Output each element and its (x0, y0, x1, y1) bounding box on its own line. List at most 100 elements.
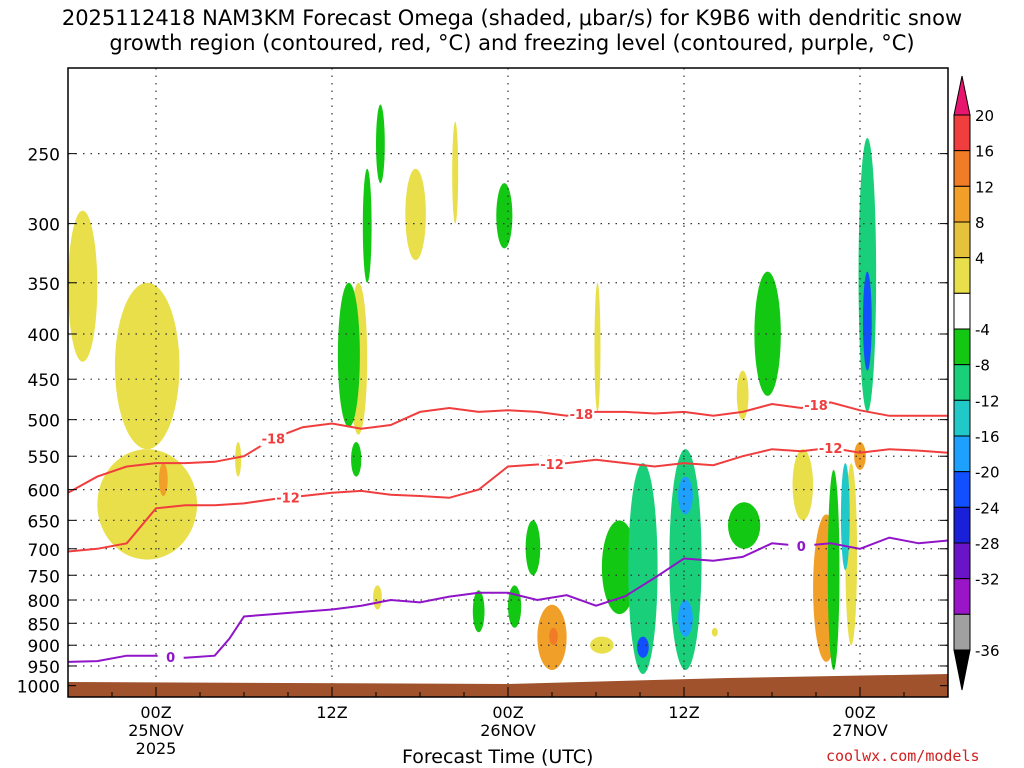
x-tick-label: 00Z (140, 703, 171, 722)
omega-cell (472, 590, 485, 633)
contour-label-bg (788, 538, 815, 555)
colorbar-segment (953, 471, 971, 508)
colorbar-label: -24 (975, 499, 1000, 517)
colorbar-segment (953, 364, 971, 401)
omega-cell (97, 449, 198, 560)
contour-label: -18 (570, 408, 594, 423)
y-tick-label: 650 (28, 512, 60, 532)
colorbar-label: -20 (975, 464, 1000, 482)
contour-label: 0 (166, 651, 175, 666)
colorbar-segment (953, 328, 971, 366)
credit-link[interactable]: coolwx.com/models (826, 747, 980, 765)
contour-label: -12 (819, 442, 843, 457)
colorbar-label: -28 (975, 535, 1000, 553)
contour-label: -18 (804, 399, 828, 414)
contour--12 (68, 446, 948, 553)
contour-label-bg (157, 648, 184, 665)
omega-shading (68, 104, 877, 674)
colorbar-segment (953, 613, 971, 651)
omega-cell (496, 183, 513, 249)
y-tick-label: 700 (28, 541, 60, 561)
omega-cell (68, 210, 98, 362)
y-tick-label: 600 (28, 482, 60, 502)
x-tick-label: 25NOV (128, 721, 184, 740)
x-tick-label: 2025 (136, 739, 177, 758)
colorbar-label: 16 (975, 143, 994, 161)
contour-label-bg (817, 439, 844, 456)
omega-cell (337, 282, 360, 428)
y-tick-label: 400 (28, 326, 60, 346)
omega-cell (792, 449, 814, 521)
pressure-axis: 2503003504004505005506006507007508008509… (17, 146, 948, 698)
x-axis-label: Forecast Time (UTC) (402, 746, 594, 768)
omega-cell (525, 520, 541, 576)
chart-title: 2025112418 NAM3KM Forecast Omega (shaded… (0, 6, 1024, 56)
colorbar-label: 4 (975, 250, 985, 268)
omega-cell (235, 442, 242, 477)
omega-cell (736, 370, 749, 420)
colorbar-label: -36 (975, 642, 1000, 660)
y-tick-label: 750 (28, 567, 60, 587)
colorbar-label: -8 (975, 357, 990, 375)
omega-cell (114, 282, 180, 450)
omega-cell (711, 627, 718, 637)
colorbar-segment (953, 221, 971, 259)
colorbar-segment (953, 114, 971, 152)
terrain-fill (68, 674, 948, 697)
omega-cell (678, 600, 693, 637)
omega-cell (601, 520, 638, 615)
omega-colorbar: 20 16 12 8 4 -4 -8 -12 -16 -20 -24 -28 -32 -36 (953, 75, 1000, 691)
omega-cell (728, 502, 761, 549)
omega-cell (840, 463, 850, 571)
x-tick-label: 00Z (844, 703, 875, 722)
colorbar-label: 20 (975, 107, 994, 125)
y-tick-label: 250 (28, 146, 60, 166)
omega-cell (628, 463, 658, 674)
omega-cell (594, 282, 601, 412)
omega-cell (351, 442, 362, 477)
omega-cell (637, 636, 649, 658)
colorbar-segment (953, 435, 971, 473)
colorbar-label: 8 (975, 214, 985, 232)
contour-label-bg (260, 430, 287, 447)
omega-cell (362, 168, 372, 283)
omega-cell (373, 585, 382, 610)
y-tick-label: 850 (28, 615, 60, 635)
colorbar-segment (953, 506, 971, 544)
colorbar-label: -16 (975, 428, 1000, 446)
omega-cell (376, 104, 385, 184)
colorbar-label: -12 (975, 392, 1000, 410)
contour-label: -18 (262, 432, 286, 447)
title-line-1: 2025112418 NAM3KM Forecast Omega (shaded… (61, 6, 963, 30)
colorbar-segment (953, 399, 971, 437)
omega-cell (862, 271, 872, 371)
contour-label: -12 (276, 492, 300, 507)
terrain-band (68, 674, 948, 697)
omega-cell (452, 121, 459, 224)
colorbar-label: 12 (975, 178, 994, 196)
colorbar-segment (953, 542, 971, 580)
colorbar-segment (953, 150, 971, 187)
omega-cell (854, 442, 866, 470)
x-tick-label: 27NOV (832, 721, 888, 740)
contour-label-bg (539, 455, 565, 472)
omega-cell (827, 469, 840, 670)
colorbar-segment (953, 292, 971, 330)
y-tick-label: 550 (28, 448, 60, 468)
x-tick-label: 00Z (492, 703, 523, 722)
y-tick-label: 800 (28, 592, 60, 612)
y-tick-label: 900 (28, 637, 60, 657)
colorbar-segment (953, 578, 971, 615)
omega-cell (158, 463, 168, 496)
colorbar-label: -32 (975, 571, 1000, 589)
y-tick-label: 950 (28, 658, 60, 678)
colorbar-bottom-arrow (953, 649, 971, 691)
contour-lines: -18 -18 -18 -12 -12 -12 0 0 (68, 397, 948, 666)
omega-cell (405, 168, 426, 261)
contour-label-bg (803, 397, 829, 414)
contour-label-bg (568, 405, 595, 422)
contour--18 (68, 401, 948, 494)
contour-label-bg (275, 489, 301, 506)
title-line-2: growth region (contoured, red, °C) and f… (109, 31, 915, 55)
